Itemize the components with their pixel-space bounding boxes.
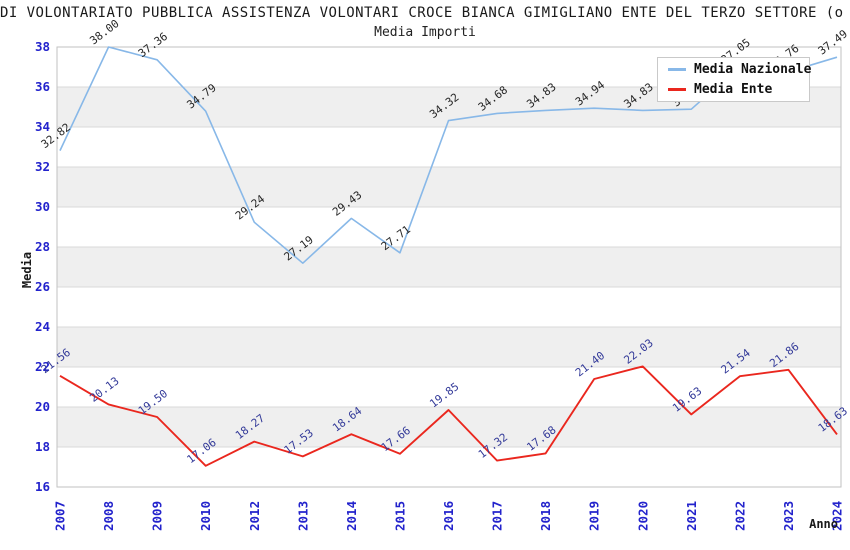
legend-item-media-ente: Media Ente — [668, 82, 809, 97]
x-tick-label: 2021 — [684, 501, 699, 531]
y-axis-title: Media — [20, 252, 34, 288]
series-line-ente — [59, 365, 838, 467]
chart-title: DI VOLONTARIATO PUBBLICA ASSISTENZA VOLO… — [0, 5, 844, 21]
data-point-label: 20.13 — [87, 374, 121, 404]
plot-band — [57, 247, 841, 287]
x-tick-label: 2023 — [781, 501, 796, 531]
x-axis-title: Anno — [809, 517, 838, 531]
x-tick-label: 2013 — [295, 501, 310, 531]
x-tick-label: 2008 — [101, 501, 116, 531]
y-tick-label: 16 — [35, 479, 50, 494]
x-tick-label: 2019 — [587, 501, 602, 531]
data-point-label: 19.85 — [427, 380, 461, 410]
x-tick-label: 2022 — [732, 501, 747, 531]
x-tick-label: 2020 — [635, 501, 650, 531]
y-tick-label: 36 — [35, 79, 50, 94]
y-tick-label: 32 — [35, 159, 50, 174]
x-tick-label: 2016 — [441, 501, 456, 531]
legend-item-media-nazionale: Media Nazionale — [668, 62, 812, 78]
y-tick-label: 38 — [35, 39, 50, 54]
x-tick-label: 2012 — [247, 501, 262, 531]
chart-subtitle: Media Importi — [374, 25, 476, 40]
x-tick-label: 2007 — [53, 501, 68, 531]
y-tick-label: 24 — [35, 319, 50, 334]
data-point-label: 38.00 — [87, 17, 121, 47]
legend-line-sample-icon — [668, 68, 686, 72]
legend-line-sample-icon — [668, 87, 686, 91]
plot-border — [56, 46, 842, 488]
legend-label: Media Ente — [694, 81, 773, 97]
plot-band — [57, 167, 841, 207]
legend-label: Media Nazionale — [694, 62, 812, 78]
legend: Media Nazionale Media Ente — [657, 57, 812, 102]
y-tick-label: 18 — [35, 439, 50, 454]
y-tick-label: 34 — [35, 119, 50, 134]
y-tick-label: 28 — [35, 239, 50, 254]
plot-band — [57, 407, 841, 447]
x-tick-label: 2009 — [150, 501, 165, 531]
y-tick-label: 30 — [35, 199, 50, 214]
x-tick-label: 2018 — [538, 501, 553, 531]
x-tick-label: 2015 — [392, 501, 407, 531]
y-tick-label: 26 — [35, 279, 50, 294]
data-point-label: 37.36 — [136, 30, 170, 60]
x-tick-label: 2010 — [198, 501, 213, 531]
plot-band — [57, 327, 841, 367]
y-tick-label: 22 — [35, 359, 50, 374]
y-tick-label: 20 — [35, 399, 50, 414]
x-tick-label: 2024 — [830, 501, 845, 531]
x-tick-label: 2014 — [344, 501, 359, 531]
data-point-label: 37.49 — [816, 27, 850, 57]
x-tick-label: 2017 — [490, 501, 505, 531]
